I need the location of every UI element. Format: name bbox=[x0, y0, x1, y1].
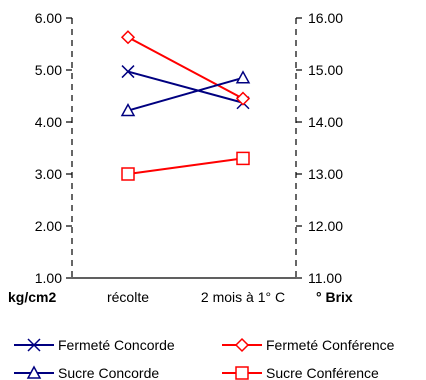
x-marker bbox=[121, 65, 135, 79]
diamond-marker bbox=[235, 91, 251, 106]
triangle-marker bbox=[235, 70, 251, 84]
right-tick-label: 12.00 bbox=[308, 218, 343, 234]
x-tick-label: récolte bbox=[107, 289, 149, 305]
triangle-marker bbox=[26, 365, 42, 379]
series-line bbox=[127, 157, 244, 175]
diamond-marker bbox=[120, 30, 136, 45]
series-line bbox=[127, 76, 244, 112]
legend-item: Sucre Concorde bbox=[14, 365, 159, 380]
right-tick-label: 15.00 bbox=[308, 62, 343, 78]
x-marker bbox=[27, 338, 41, 352]
legend-item: Fermeté Conférence bbox=[222, 337, 395, 353]
x-axis-labels: récolte 2 mois à 1° C bbox=[107, 289, 285, 305]
left-axis-label: kg/cm2 bbox=[8, 289, 56, 305]
square-marker bbox=[121, 167, 135, 181]
diamond-marker bbox=[234, 337, 250, 353]
left-tick-label: 1.00 bbox=[35, 270, 62, 286]
left-tick-label: 3.00 bbox=[35, 166, 62, 182]
x-tick-label: 2 mois à 1° C bbox=[201, 289, 285, 305]
square-marker bbox=[235, 366, 249, 380]
legend-label: Sucre Conférence bbox=[266, 365, 379, 380]
right-tick-label: 11.00 bbox=[308, 270, 342, 286]
legend: Fermeté Concorde Fermeté Conférence Sucre … bbox=[14, 337, 395, 380]
right-axis-label: ° Brix bbox=[316, 289, 353, 305]
right-tick-label: 16.00 bbox=[308, 10, 343, 26]
left-axis-ticks: 1.00 2.00 3.00 4.00 5.00 6.00 bbox=[35, 10, 72, 286]
series-sucre-concorde bbox=[120, 70, 251, 117]
legend-item: Sucre Conférence bbox=[222, 365, 379, 380]
series-layer bbox=[120, 30, 251, 181]
legend-label: Sucre Concorde bbox=[58, 365, 159, 380]
left-tick-label: 5.00 bbox=[35, 62, 62, 78]
legend-item: Fermeté Concorde bbox=[14, 337, 175, 353]
square-marker bbox=[236, 151, 250, 166]
series-fermet-conf-rence bbox=[120, 30, 251, 106]
series-sucre-conf-rence bbox=[121, 151, 250, 181]
left-tick-label: 4.00 bbox=[35, 114, 62, 130]
right-tick-label: 14.00 bbox=[308, 114, 343, 130]
right-tick-label: 13.00 bbox=[308, 166, 343, 182]
series-line bbox=[127, 36, 244, 100]
series-fermet-concorde bbox=[121, 65, 250, 110]
left-tick-label: 2.00 bbox=[35, 218, 62, 234]
left-tick-label: 6.00 bbox=[35, 10, 62, 26]
legend-label: Fermeté Concorde bbox=[58, 337, 175, 353]
triangle-marker bbox=[120, 102, 136, 117]
legend-label: Fermeté Conférence bbox=[266, 337, 395, 353]
chart-axes bbox=[71, 18, 297, 279]
series-line bbox=[127, 70, 244, 104]
right-axis-ticks: 11.00 12.00 13.00 14.00 15.00 16.00 bbox=[296, 10, 343, 286]
